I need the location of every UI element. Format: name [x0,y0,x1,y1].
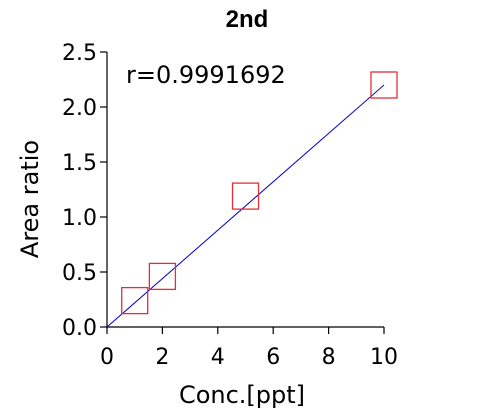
data-point [231,182,260,210]
y-axis-label: Area ratio [16,140,44,258]
x-axis-label: Conc.[ppt] [179,381,305,409]
x-tick-label: 2 [155,345,169,370]
y-tick-label: 0.5 [62,261,97,286]
x-tick-label: 6 [266,345,280,370]
y-tick-label: 0.0 [62,316,97,341]
x-tick-label: 0 [100,345,114,370]
x-tick-label: 8 [322,345,336,370]
fit-line [106,84,385,328]
y-tick-label: 2.0 [62,96,97,121]
y-tick-label: 2.5 [62,41,97,66]
fit-line-group [106,84,385,328]
x-tick-label: 10 [370,345,398,370]
data-point [121,286,149,315]
data-point [148,262,177,291]
x-tick-label: 4 [211,345,225,370]
y-tick-label: 1.5 [62,151,97,176]
axes: 0.0 0.5 1.0 1.5 2.0 2.5 0 2 4 6 8 10 [62,41,398,370]
correlation-annotation: r=0.9991692 [126,61,286,89]
data-point [370,71,398,99]
y-tick-label: 1.0 [62,206,97,231]
chart-title: 2nd [226,6,269,33]
data-points [121,71,398,315]
